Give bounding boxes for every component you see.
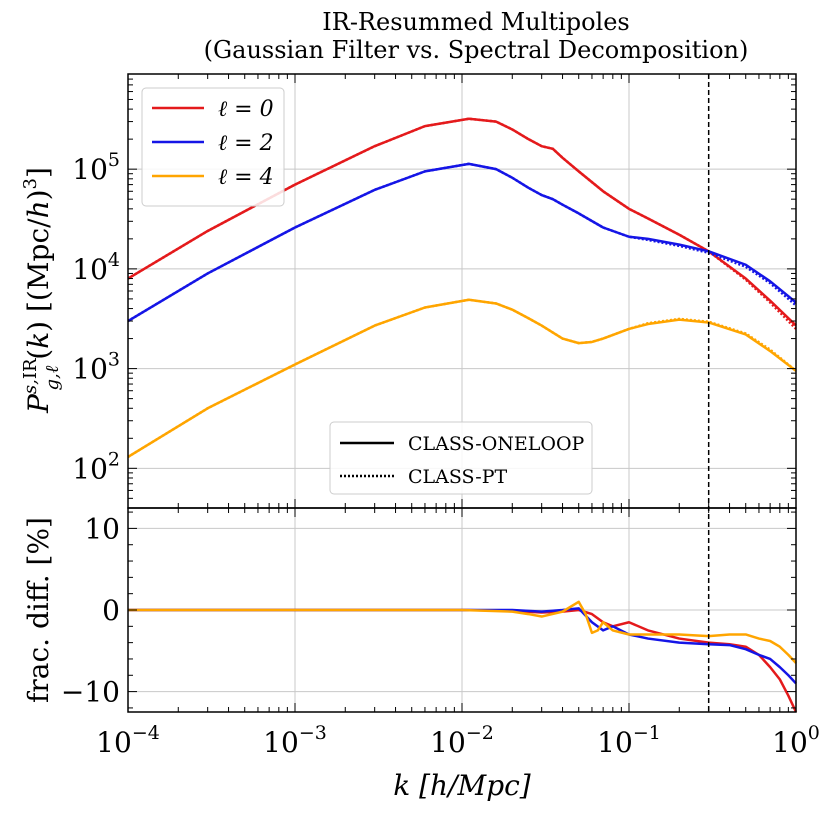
top-ylabel: Ps,IRg,ℓ(k) [(Mpc/h)3] — [20, 167, 63, 414]
x-tick-label: 10−3 — [263, 722, 327, 759]
chart-title: IR-Resummed Multipoles — [322, 8, 629, 36]
top-axis-ticks: 102 103 104 105 — [72, 73, 797, 712]
top-y-tick-label: 104 — [72, 249, 120, 286]
chart-subtitle: (Gaussian Filter vs. Spectral Decomposit… — [204, 36, 749, 64]
style-legend-frame — [329, 421, 593, 495]
bottom-series-2 — [128, 600, 797, 664]
legend-label-2: ℓ = 4 — [218, 165, 274, 190]
x-axis-label: k [h/Mpc] — [393, 769, 531, 802]
bottom-y-tick-label: 10 — [84, 512, 120, 545]
x-tick-label: 100 — [772, 722, 820, 759]
top-y-tick-label: 103 — [72, 349, 120, 386]
style-legend-solid-label: CLASS-ONELOOP — [408, 433, 585, 455]
x-tick-label: 10−2 — [430, 722, 494, 759]
top-series-solid-0 — [127, 117, 797, 327]
series-legend-items: ℓ = 0 ℓ = 2 ℓ = 4 — [152, 97, 274, 190]
style-legend: CLASS-ONELOOP CLASS-PT — [329, 421, 593, 495]
top-series-group — [127, 117, 797, 459]
legend-label-0: ℓ = 0 — [218, 97, 274, 122]
top-series-solid-2 — [127, 298, 797, 459]
top-y-tick-label: 102 — [72, 448, 120, 485]
x-tick-label: 10−4 — [96, 722, 160, 759]
top-y-tick-label: 105 — [72, 149, 120, 186]
bottom-panel-frame — [127, 507, 797, 713]
bottom-y-tick-label: 0 — [102, 594, 120, 627]
bottom-y-tick-label: −10 — [61, 676, 120, 709]
x-tick-label: 10−1 — [597, 722, 661, 759]
bottom-series-group — [128, 74, 798, 713]
series-legend: ℓ = 0 ℓ = 2 ℓ = 4 — [141, 87, 285, 207]
bottom-ylabel: frac. diff. [%] — [22, 517, 55, 703]
top-series-solid-1 — [127, 162, 797, 323]
legend-label-1: ℓ = 2 — [218, 131, 274, 156]
style-legend-dotted-label: CLASS-PT — [408, 466, 507, 488]
